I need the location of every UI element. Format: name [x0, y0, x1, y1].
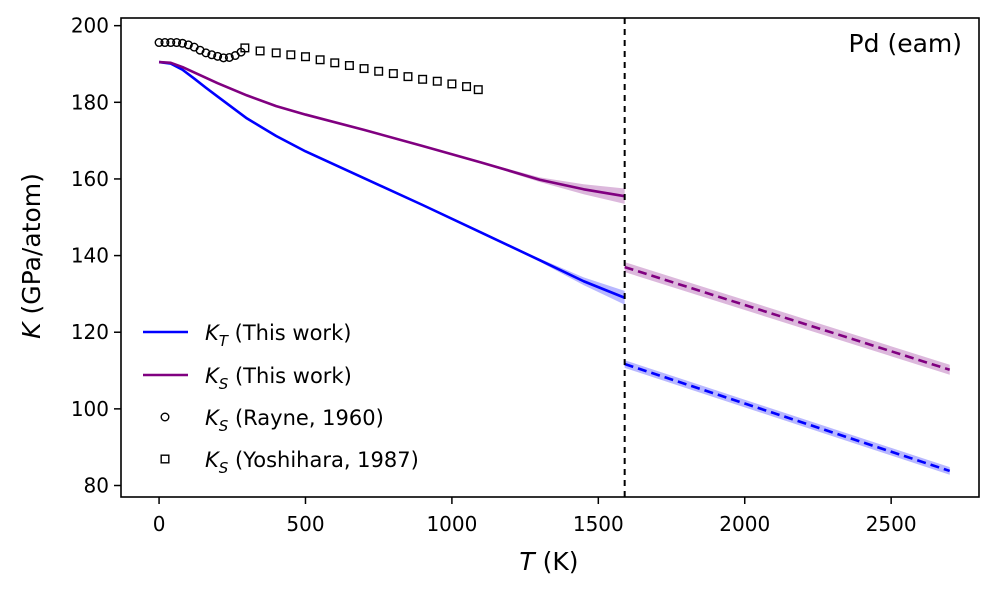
yoshihara-data-point	[300, 52, 310, 62]
plot-frame	[120, 17, 980, 498]
legend-text: (Yoshihara, 1987)	[228, 448, 419, 472]
y-tick-label: 180	[71, 90, 109, 114]
y-tick-label: 80	[84, 474, 109, 498]
rayne-data-point	[213, 51, 223, 61]
y-axis-symbol: K	[17, 320, 46, 339]
legend-subscript: T	[219, 332, 230, 350]
KS_solid-uncertainty-band	[159, 62, 625, 204]
system-annotation: Pd (eam)	[849, 29, 962, 58]
y-axis-unit: (GPa/atom)	[17, 173, 46, 322]
yoshihara-data-point	[315, 55, 325, 65]
x-tick-label: 1000	[426, 512, 477, 536]
legend-label: KS (This work)	[205, 364, 352, 393]
legend-subscript: S	[219, 417, 229, 435]
KS_solid-line	[158, 60, 625, 198]
x-tick-label: 2000	[719, 512, 770, 536]
rayne-data-point	[201, 48, 211, 58]
legend-label: KT (This work)	[205, 321, 351, 350]
legend-label: KS (Yoshihara, 1987)	[205, 448, 419, 477]
legend-text: (Rayne, 1960)	[228, 406, 384, 430]
yoshihara-data-point	[432, 76, 442, 86]
x-tick-label: 2500	[866, 512, 917, 536]
y-tick-label: 160	[71, 167, 109, 191]
yoshihara-data-point	[447, 79, 457, 89]
yoshihara-data-point	[462, 82, 472, 92]
legend-text: (This work)	[228, 364, 351, 388]
yoshihara-data-point	[271, 48, 281, 58]
rayne-data-point	[166, 38, 176, 48]
legend-circle-marker	[160, 412, 170, 422]
rayne-data-point	[160, 38, 170, 48]
series-lines	[158, 60, 951, 473]
rayne-data-point	[172, 38, 182, 48]
x-tick-label: 0	[153, 512, 166, 536]
legend-symbol: K	[205, 406, 221, 430]
experimental-markers	[154, 38, 483, 95]
y-tick-label: 140	[71, 244, 109, 268]
rayne-data-point	[224, 52, 234, 62]
x-tick-label: 500	[286, 512, 324, 536]
yoshihara-data-point	[286, 50, 296, 60]
legend: KT (This work)KS (This work)KS (Rayne, 1…	[143, 321, 419, 477]
yoshihara-data-point	[473, 85, 483, 95]
yoshihara-data-point	[388, 69, 398, 79]
yoshihara-data-point	[330, 58, 340, 68]
rayne-data-point	[154, 38, 164, 48]
yoshihara-data-point	[374, 66, 384, 76]
KS_liquid-line	[624, 265, 951, 372]
yoshihara-data-point	[240, 43, 250, 53]
x-tick-label: 1500	[573, 512, 624, 536]
x-axis-unit: (K)	[535, 547, 579, 576]
legend-square-marker	[160, 454, 170, 464]
KT_solid-line	[158, 60, 626, 299]
yoshihara-data-point	[255, 46, 265, 56]
legend-symbol: K	[205, 321, 221, 345]
legend-label: KS (Rayne, 1960)	[205, 406, 384, 435]
legend-subscript: S	[219, 459, 229, 477]
legend-text: (This work)	[228, 321, 351, 345]
KT_solid-uncertainty-band	[159, 62, 625, 305]
yoshihara-data-point	[344, 61, 354, 71]
legend-symbol: K	[205, 448, 221, 472]
y-axis-ticks: 80 100 120 140 160 180 200	[71, 14, 121, 498]
rayne-data-point	[183, 40, 193, 50]
y-tick-label: 200	[71, 14, 109, 38]
rayne-data-point	[207, 50, 217, 60]
legend-subscript: S	[219, 375, 229, 393]
yoshihara-data-point	[418, 74, 428, 84]
KT_liquid-line	[624, 362, 951, 473]
rayne-data-point	[177, 38, 187, 48]
rayne-data-point	[218, 53, 228, 63]
y-tick-label: 100	[71, 397, 109, 421]
x-axis-ticks: 0 500 1000 1500 2000 2500	[153, 497, 917, 536]
yoshihara-data-point	[359, 64, 369, 74]
yoshihara-data-point	[403, 72, 413, 82]
y-tick-label: 120	[71, 320, 109, 344]
x-axis-title: T (K)	[519, 547, 578, 576]
y-axis-title: K (GPa/atom)	[17, 173, 46, 339]
legend-symbol: K	[205, 364, 221, 388]
x-axis-symbol: T	[519, 547, 536, 576]
